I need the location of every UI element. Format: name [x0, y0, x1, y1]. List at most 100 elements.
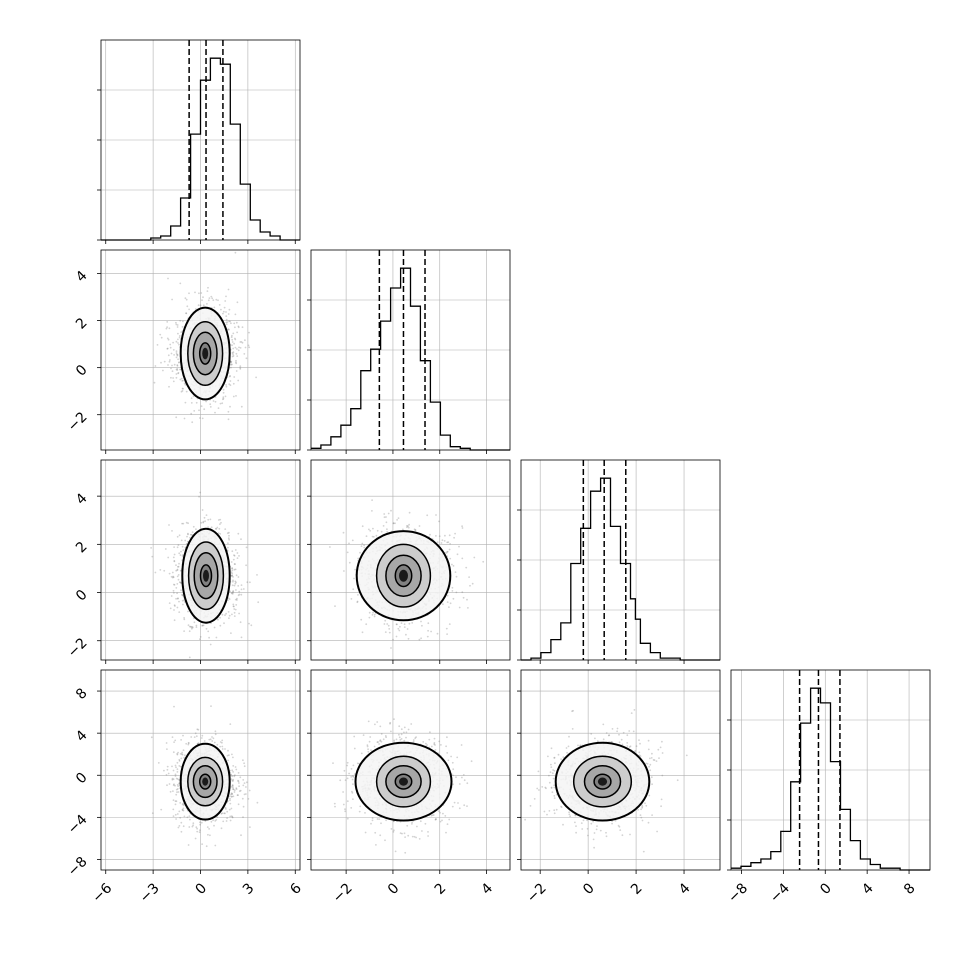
scatter-point [224, 395, 227, 398]
scatter-point [176, 575, 179, 578]
scatter-point [180, 331, 183, 333]
scatter-point [363, 544, 365, 547]
scatter-point [167, 277, 169, 280]
scatter-point [195, 826, 198, 829]
scatter-point [240, 584, 243, 586]
scatter-point [169, 343, 172, 346]
scatter-point [229, 802, 232, 805]
scatter-point [225, 323, 228, 326]
scatter-point [172, 576, 175, 579]
scatter-point [233, 342, 236, 345]
scatter-point [184, 383, 187, 386]
scatter-point [221, 745, 224, 748]
scatter-point [170, 595, 173, 597]
scatter-point [242, 805, 245, 808]
scatter-point [231, 352, 234, 354]
scatter-point [471, 582, 474, 585]
scatter-point [235, 574, 238, 577]
panel-contents [150, 705, 259, 848]
scatter-point [405, 731, 408, 734]
scatter-point [373, 615, 376, 618]
scatter-point [150, 736, 153, 739]
scatter-point [199, 304, 202, 307]
scatter-point [243, 353, 246, 355]
scatter-point [174, 739, 177, 742]
scatter-point [185, 521, 188, 524]
scatter-point [236, 557, 239, 559]
scatter-point [167, 354, 170, 357]
scatter-point [176, 788, 179, 790]
scatter-point [226, 321, 229, 323]
scatter-point [172, 556, 175, 559]
scatter-point [232, 558, 235, 561]
scatter-point [231, 574, 234, 577]
scatter-point [182, 749, 185, 752]
scatter-point [396, 519, 398, 521]
scatter-point [214, 411, 216, 414]
histogram-panel-0-frame [100, 39, 301, 241]
scatter-point [466, 598, 468, 601]
scatter-point [232, 591, 235, 594]
scatter-point [365, 623, 368, 626]
scatter-point [407, 526, 410, 529]
scatter-point [171, 777, 174, 780]
scatter-point [159, 569, 162, 571]
scatter-point [225, 384, 228, 386]
scatter-point [181, 599, 184, 602]
scatter-point [167, 772, 170, 775]
scatter-point [236, 331, 239, 334]
scatter-point [190, 397, 193, 400]
scatter-point [441, 539, 444, 542]
scatter-point [213, 741, 216, 744]
scatter-point [211, 297, 214, 300]
scatter-point [448, 623, 451, 625]
density-contour-3 [179, 742, 231, 821]
scatter-point [378, 743, 380, 745]
scatter-point [429, 533, 431, 536]
scatter-point [361, 525, 364, 528]
scatter-point [231, 753, 233, 756]
scatter-point [371, 614, 374, 616]
scatter-point [238, 785, 241, 788]
scatter-point [234, 251, 237, 254]
scatter-point [177, 338, 179, 341]
scatter-point [219, 741, 222, 743]
scatter-point [454, 571, 457, 573]
scatter-point [219, 616, 222, 619]
scatter-point [380, 733, 383, 735]
scatter-point [170, 575, 173, 578]
scatter-point [178, 611, 181, 613]
scatter-point [229, 815, 232, 818]
scatter-point [181, 803, 184, 806]
scatter-point [164, 548, 167, 550]
scatter-point [176, 597, 179, 600]
scatter-point [230, 574, 233, 577]
scatter-point [228, 614, 231, 617]
scatter-point [470, 760, 473, 763]
scatter-point [229, 384, 232, 387]
scatter-point [237, 379, 240, 382]
scatter-point [373, 536, 375, 538]
panel-contents [153, 251, 257, 424]
scatter-point [227, 546, 229, 549]
scatter-point [224, 812, 226, 815]
scatter-point [237, 576, 240, 578]
scatter-point [195, 735, 198, 738]
histogram-step-line [101, 57, 300, 241]
scatter-point [357, 557, 360, 560]
scatter-point [214, 527, 217, 530]
scatter-point [232, 590, 235, 592]
scatter-point [243, 782, 246, 784]
scatter-point [206, 826, 209, 828]
scatter-point [227, 418, 230, 421]
scatter-point [202, 520, 205, 523]
scatter-point [175, 793, 178, 796]
scatter-point [204, 820, 207, 822]
scatter-point [334, 605, 336, 607]
scatter-point [456, 756, 459, 759]
scatter-point [181, 387, 184, 390]
scatter-point [231, 550, 234, 553]
scatter-point [452, 597, 455, 600]
scatter-point [387, 512, 390, 515]
scatter-point [176, 324, 179, 326]
